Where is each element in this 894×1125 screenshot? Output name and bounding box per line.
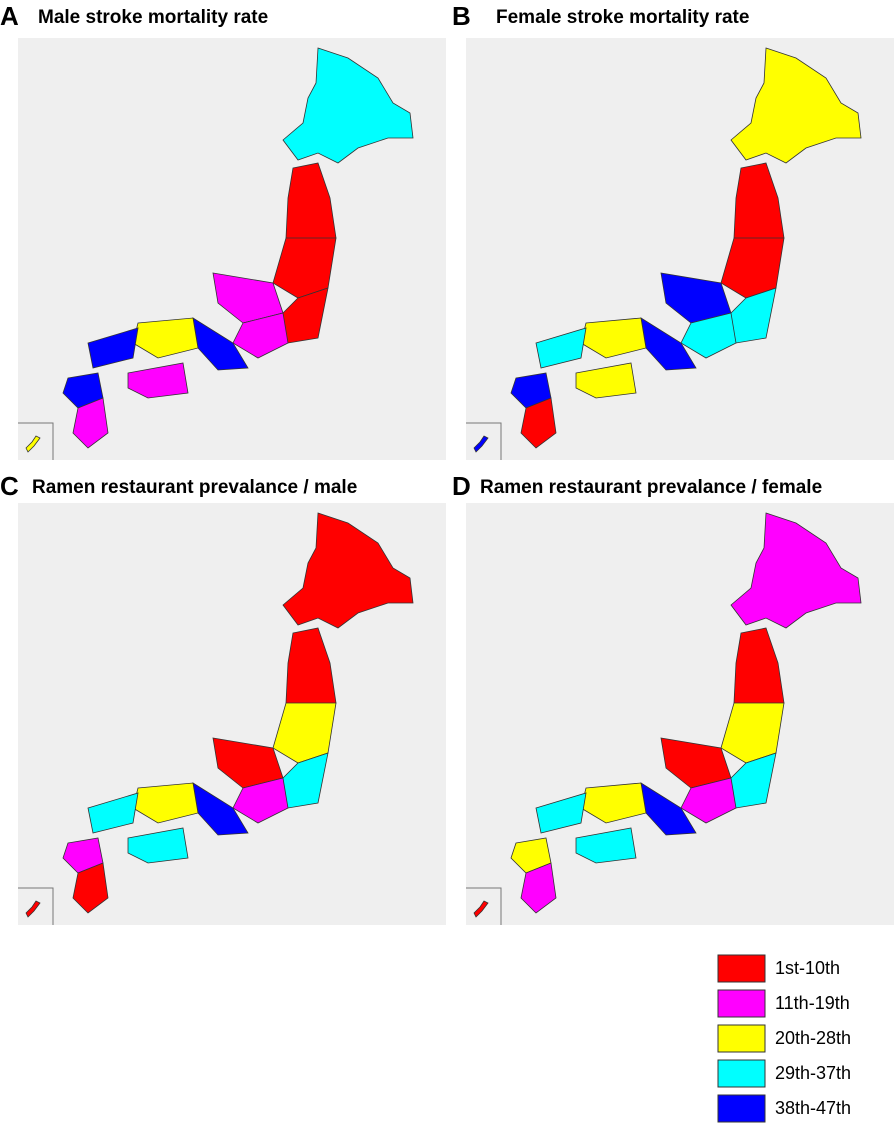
okinawa-inset: [18, 887, 54, 925]
okinawa-inset: [466, 887, 502, 925]
prefecture-region: [730, 512, 862, 629]
legend-label: 11th-19th: [775, 993, 850, 1013]
okinawa-inset: [466, 422, 502, 460]
panel-title: Ramen restaurant prevalance / male: [32, 477, 357, 498]
prefecture-region: [25, 900, 41, 918]
panel-letter: C: [0, 471, 19, 501]
legend-label: 1st-10th: [775, 958, 840, 978]
prefecture-region: [680, 312, 737, 359]
prefecture-region: [520, 862, 557, 914]
map: [466, 512, 862, 925]
panel-letter: D: [452, 471, 471, 501]
legend-swatch: [717, 1024, 766, 1053]
panel-title: Ramen restaurant prevalance / female: [480, 477, 822, 498]
prefecture-region: [473, 900, 489, 918]
legend-swatch: [717, 1059, 766, 1088]
prefecture-region: [575, 827, 637, 864]
prefecture-region: [473, 435, 489, 453]
prefecture-region: [520, 397, 557, 449]
panel-letter: A: [0, 1, 19, 31]
prefecture-region: [535, 792, 587, 834]
panel-letter: B: [452, 1, 471, 31]
prefecture-region: [730, 47, 862, 164]
legend-swatch: [717, 954, 766, 983]
prefecture-region: [72, 862, 109, 914]
prefecture-region: [25, 435, 41, 453]
prefecture-region: [680, 777, 737, 824]
prefecture-region: [127, 362, 189, 399]
legend-label: 29th-37th: [775, 1063, 851, 1083]
panel-title: Female stroke mortality rate: [496, 7, 749, 28]
okinawa-inset: [18, 422, 54, 460]
prefecture-region: [87, 327, 139, 369]
legend-swatch: [717, 989, 766, 1018]
prefecture-region: [282, 47, 414, 164]
legend-swatch: [717, 1094, 766, 1123]
legend-label: 38th-47th: [775, 1098, 851, 1118]
prefecture-region: [127, 827, 189, 864]
map: [18, 47, 414, 460]
prefecture-region: [87, 792, 139, 834]
prefecture-region: [72, 397, 109, 449]
prefecture-region: [575, 362, 637, 399]
panel-title: Male stroke mortality rate: [38, 7, 268, 28]
prefecture-region: [535, 327, 587, 369]
prefecture-region: [232, 777, 289, 824]
legend-label: 20th-28th: [775, 1028, 851, 1048]
map: [466, 47, 862, 460]
map: [18, 512, 414, 925]
prefecture-region: [282, 512, 414, 629]
prefecture-region: [232, 312, 289, 359]
